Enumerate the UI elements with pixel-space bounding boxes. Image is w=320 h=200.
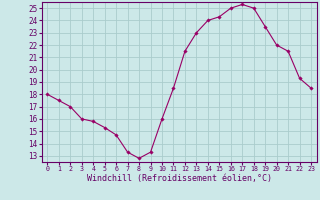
X-axis label: Windchill (Refroidissement éolien,°C): Windchill (Refroidissement éolien,°C) [87,174,272,183]
